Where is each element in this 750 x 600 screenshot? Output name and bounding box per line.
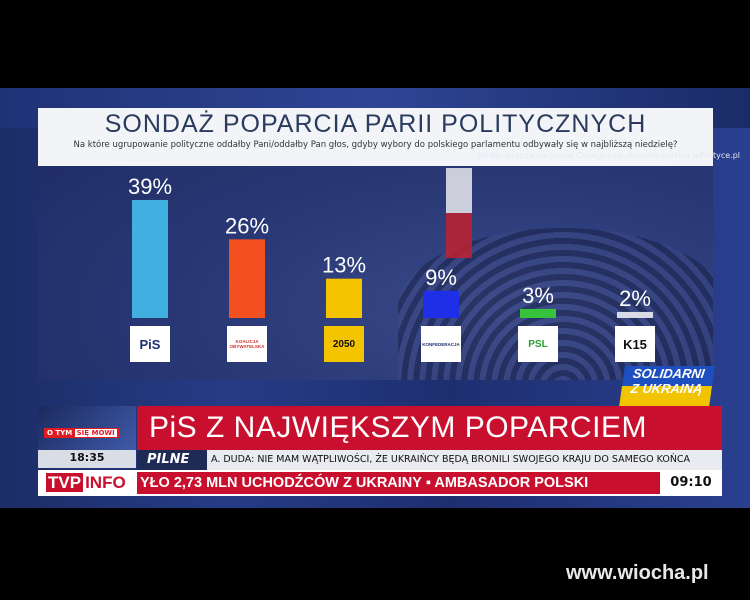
party-logo-3: 2050: [324, 326, 364, 362]
party-logo-6: K15: [615, 326, 655, 362]
chart-source: źródło: pracownia Social Changes na zlec…: [476, 151, 740, 160]
bar-3: [326, 278, 362, 318]
segment-box: O TYM SIĘ MÓWI 18:35: [38, 406, 136, 468]
pilne-label: PILNE: [137, 450, 207, 470]
bar-6: [617, 311, 653, 318]
bar-label-4: 9%: [425, 265, 457, 290]
bar-label-6: 2%: [619, 286, 651, 311]
segment-label-a: O TYM: [47, 429, 73, 437]
chart-subtitle: Na które ugrupowanie polityczne oddałby …: [73, 140, 678, 150]
bar-label-3: 13%: [322, 253, 366, 278]
party-logo-1: PiS: [130, 326, 170, 362]
party-logo-4: KONFEDERACJA: [421, 326, 461, 362]
bar-5: [520, 308, 556, 318]
channel-box: TVP: [46, 473, 84, 492]
watermark: www.wiocha.pl: [566, 562, 709, 584]
solidarni-z-ukraina-badge: SOLIDARNI Z UKRAINĄ: [619, 366, 715, 406]
polish-flag-image: [446, 168, 472, 258]
segment-label-b: SIĘ MÓWI: [74, 429, 117, 437]
bar-4: [423, 290, 459, 318]
tv-screen: SONDAŻ POPARCIA PARII POLITYCZNYCH Na kt…: [0, 88, 750, 508]
chart-header: SONDAŻ POPARCIA PARII POLITYCZNYCH Na kt…: [38, 108, 713, 166]
solidarni-line-1: SOLIDARNI: [631, 366, 706, 381]
bar-label-1: 39%: [128, 174, 172, 199]
news-ticker: YŁO 2,73 MLN UCHODŹCÓW Z UKRAINY ▪ AMBAS…: [137, 472, 660, 494]
headline: PiS Z NAJWIĘKSZYM POPARCIEM POLAKÓW: [137, 406, 722, 488]
bar-chart: 39% 26% 13% 9% 3% 2%: [128, 174, 653, 318]
subheadline: A. DUDA: NIE MAM WĄTPLIWOŚCI, ŻE UKRAIŃC…: [207, 450, 722, 470]
channel-logo: TVP INFO: [38, 470, 130, 496]
party-logo-2: KOALICJA OBYWATELSKA: [227, 326, 267, 362]
channel-info: INFO: [85, 473, 126, 492]
solidarni-line-2: Z UKRAINĄ: [629, 381, 704, 396]
chart-title: SONDAŻ POPARCIA PARII POLITYCZNYCH: [104, 110, 647, 138]
party-logo-5: PSL: [518, 326, 558, 362]
clock: 09:10: [660, 472, 722, 494]
segment-time: 18:35: [69, 451, 105, 464]
bar-label-5: 3%: [522, 283, 554, 308]
bar-1: [132, 200, 168, 318]
segment-label: O TYM SIĘ MÓWI: [44, 428, 120, 438]
bar-label-2: 26%: [225, 213, 269, 238]
bar-2: [229, 239, 265, 318]
